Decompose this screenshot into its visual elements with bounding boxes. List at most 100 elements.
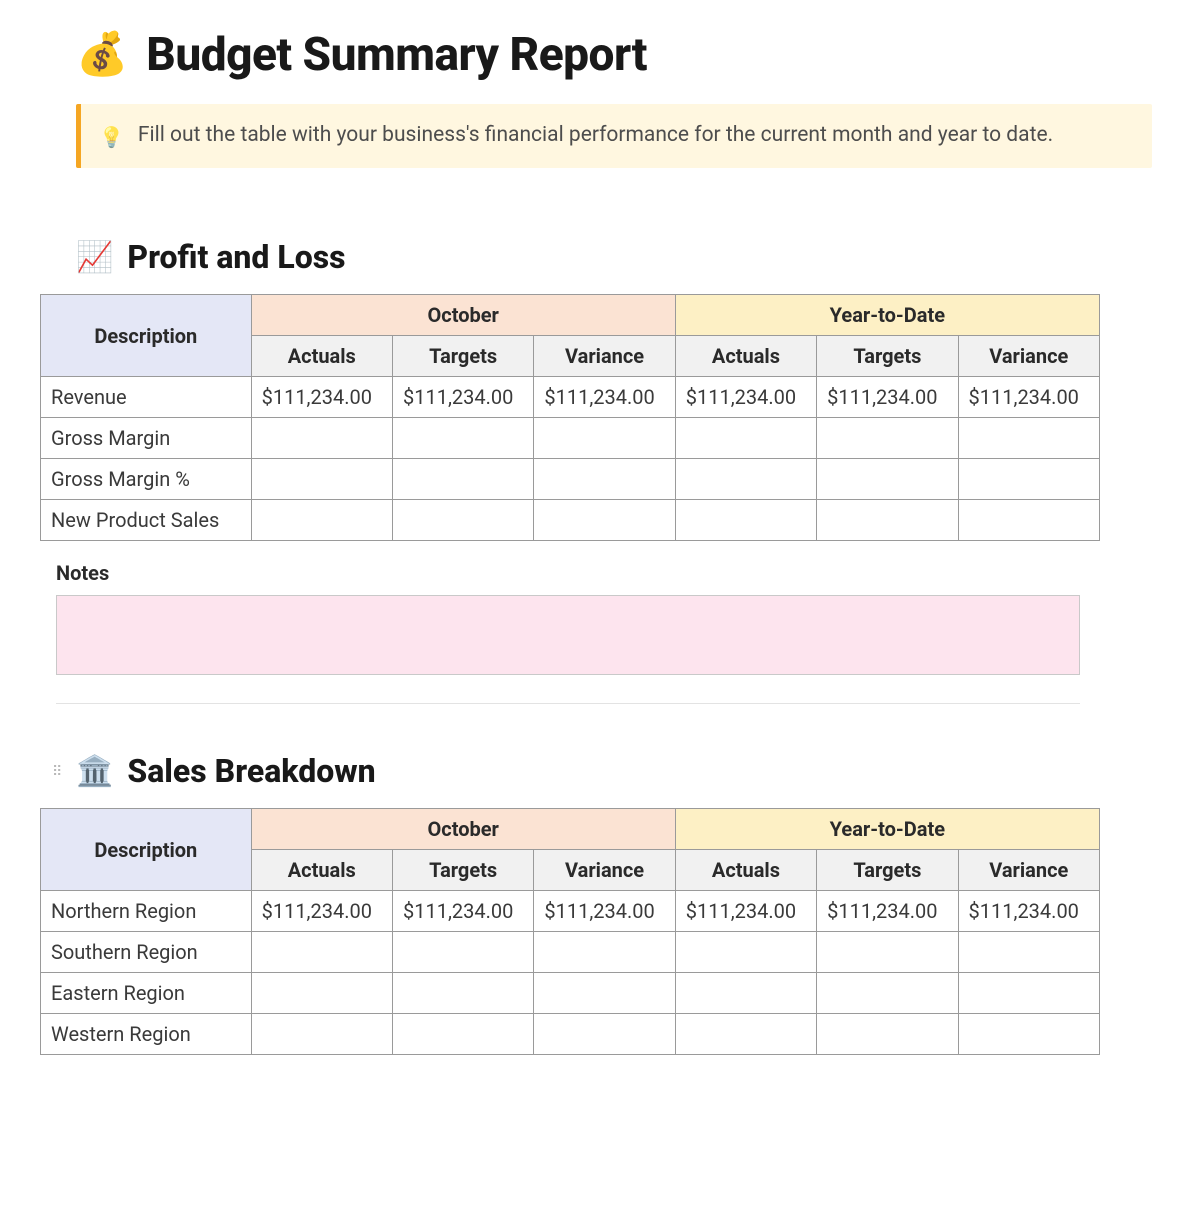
sales-tbody: Northern Region$111,234.00$111,234.00$11… xyxy=(41,891,1100,1055)
col-description: Description xyxy=(41,295,252,377)
row-label[interactable]: Gross Margin % xyxy=(41,459,252,500)
cell-b-actuals[interactable]: $111,234.00 xyxy=(675,891,816,932)
cell-b-actuals[interactable] xyxy=(675,418,816,459)
row-label[interactable]: Revenue xyxy=(41,377,252,418)
cell-a-actuals[interactable] xyxy=(251,1014,392,1055)
col-b-targets: Targets xyxy=(817,850,958,891)
col-b-variance: Variance xyxy=(958,850,1099,891)
cell-a-variance[interactable] xyxy=(534,418,675,459)
page-title: Budget Summary Report xyxy=(146,28,647,82)
cell-a-actuals[interactable]: $111,234.00 xyxy=(251,891,392,932)
col-description: Description xyxy=(41,809,252,891)
section-divider xyxy=(56,703,1080,704)
cell-b-actuals[interactable] xyxy=(675,500,816,541)
cell-b-variance[interactable] xyxy=(958,500,1099,541)
cell-a-targets[interactable] xyxy=(392,932,533,973)
col-b-variance: Variance xyxy=(958,336,1099,377)
col-b-actuals: Actuals xyxy=(675,850,816,891)
col-a-actuals: Actuals xyxy=(251,850,392,891)
cell-b-variance[interactable]: $111,234.00 xyxy=(958,891,1099,932)
cell-b-variance[interactable]: $111,234.00 xyxy=(958,377,1099,418)
row-label[interactable]: New Product Sales xyxy=(41,500,252,541)
cell-a-variance[interactable]: $111,234.00 xyxy=(534,891,675,932)
table-row: New Product Sales xyxy=(41,500,1100,541)
cell-a-targets[interactable] xyxy=(392,459,533,500)
profit-loss-table: Description October Year-to-Date Actuals… xyxy=(40,294,1100,541)
cell-b-targets[interactable] xyxy=(817,973,958,1014)
cell-b-actuals[interactable] xyxy=(675,932,816,973)
row-label[interactable]: Gross Margin xyxy=(41,418,252,459)
cell-a-actuals[interactable] xyxy=(251,973,392,1014)
table-row: Gross Margin xyxy=(41,418,1100,459)
cell-b-targets[interactable] xyxy=(817,1014,958,1055)
cell-b-variance[interactable] xyxy=(958,932,1099,973)
table-row: Western Region xyxy=(41,1014,1100,1055)
moneybag-icon: 💰 xyxy=(76,34,128,76)
col-period-b: Year-to-Date xyxy=(675,295,1099,336)
col-period-b: Year-to-Date xyxy=(675,809,1099,850)
cell-a-variance[interactable] xyxy=(534,500,675,541)
col-a-actuals: Actuals xyxy=(251,336,392,377)
section-title-profit-loss: Profit and Loss xyxy=(127,238,345,276)
col-period-a: October xyxy=(251,295,675,336)
bank-icon: 🏛️ xyxy=(76,754,113,789)
cell-b-variance[interactable] xyxy=(958,459,1099,500)
lightbulb-icon: 💡 xyxy=(99,122,124,152)
page-title-row: 💰 Budget Summary Report xyxy=(76,28,1160,82)
cell-a-targets[interactable] xyxy=(392,418,533,459)
cell-a-targets[interactable] xyxy=(392,1014,533,1055)
col-a-targets: Targets xyxy=(392,850,533,891)
cell-a-variance[interactable] xyxy=(534,973,675,1014)
cell-a-actuals[interactable] xyxy=(251,418,392,459)
cell-b-targets[interactable] xyxy=(817,418,958,459)
table-row: Eastern Region xyxy=(41,973,1100,1014)
col-a-variance: Variance xyxy=(534,850,675,891)
row-label[interactable]: Southern Region xyxy=(41,932,252,973)
instruction-callout: 💡 Fill out the table with your business'… xyxy=(76,104,1152,168)
callout-text: Fill out the table with your business's … xyxy=(138,120,1053,152)
col-b-actuals: Actuals xyxy=(675,336,816,377)
cell-a-targets[interactable] xyxy=(392,973,533,1014)
col-b-targets: Targets xyxy=(817,336,958,377)
cell-b-targets[interactable] xyxy=(817,459,958,500)
cell-b-variance[interactable] xyxy=(958,973,1099,1014)
cell-a-targets[interactable]: $111,234.00 xyxy=(392,891,533,932)
cell-b-targets[interactable]: $111,234.00 xyxy=(817,377,958,418)
cell-b-variance[interactable] xyxy=(958,418,1099,459)
chart-increasing-icon: 📈 xyxy=(76,240,113,275)
table-row: Revenue$111,234.00$111,234.00$111,234.00… xyxy=(41,377,1100,418)
cell-a-targets[interactable] xyxy=(392,500,533,541)
cell-b-actuals[interactable] xyxy=(675,973,816,1014)
cell-b-targets[interactable] xyxy=(817,932,958,973)
cell-a-actuals[interactable] xyxy=(251,932,392,973)
cell-a-variance[interactable] xyxy=(534,459,675,500)
section-title-row: 🏛️ Sales Breakdown xyxy=(76,752,1160,790)
table-row: Northern Region$111,234.00$111,234.00$11… xyxy=(41,891,1100,932)
cell-a-variance[interactable]: $111,234.00 xyxy=(534,377,675,418)
row-label[interactable]: Western Region xyxy=(41,1014,252,1055)
cell-b-variance[interactable] xyxy=(958,1014,1099,1055)
notes-input[interactable] xyxy=(56,595,1080,675)
cell-a-actuals[interactable] xyxy=(251,459,392,500)
section-title-row: 📈 Profit and Loss xyxy=(76,238,1160,276)
cell-b-targets[interactable] xyxy=(817,500,958,541)
cell-b-actuals[interactable] xyxy=(675,459,816,500)
cell-a-targets[interactable]: $111,234.00 xyxy=(392,377,533,418)
profit-loss-tbody: Revenue$111,234.00$111,234.00$111,234.00… xyxy=(41,377,1100,541)
table-row: Gross Margin % xyxy=(41,459,1100,500)
table-row: Southern Region xyxy=(41,932,1100,973)
row-label[interactable]: Northern Region xyxy=(41,891,252,932)
cell-a-variance[interactable] xyxy=(534,932,675,973)
drag-handle-icon[interactable]: ⠿ xyxy=(52,764,62,780)
col-period-a: October xyxy=(251,809,675,850)
cell-a-actuals[interactable] xyxy=(251,500,392,541)
cell-b-actuals[interactable]: $111,234.00 xyxy=(675,377,816,418)
cell-b-actuals[interactable] xyxy=(675,1014,816,1055)
cell-b-targets[interactable]: $111,234.00 xyxy=(817,891,958,932)
col-a-variance: Variance xyxy=(534,336,675,377)
notes-label: Notes xyxy=(56,561,1160,585)
row-label[interactable]: Eastern Region xyxy=(41,973,252,1014)
col-a-targets: Targets xyxy=(392,336,533,377)
cell-a-variance[interactable] xyxy=(534,1014,675,1055)
cell-a-actuals[interactable]: $111,234.00 xyxy=(251,377,392,418)
